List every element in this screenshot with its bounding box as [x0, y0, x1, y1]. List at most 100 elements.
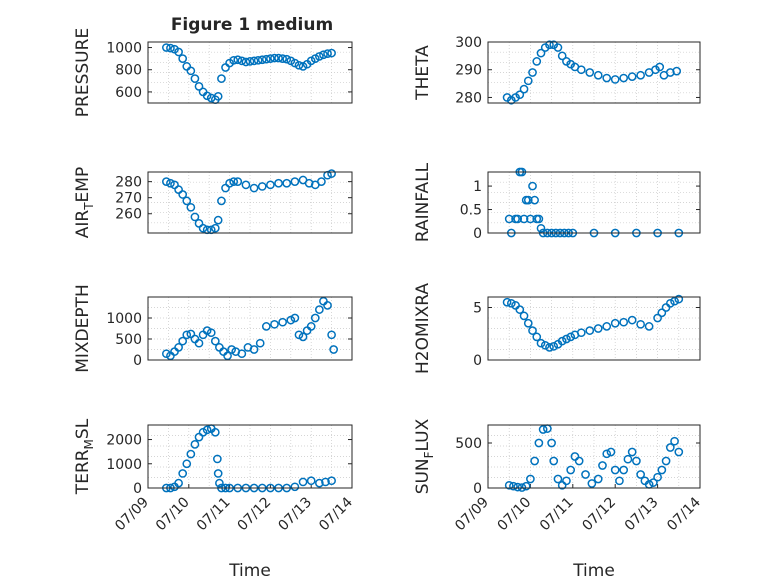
data-point — [215, 478, 224, 488]
data-point — [566, 465, 576, 475]
data-point — [182, 459, 192, 469]
y-axis-label-main: RAINFALL — [413, 162, 433, 242]
data-point — [655, 62, 665, 72]
y-tick-label: 0 — [473, 226, 482, 242]
data-point — [506, 298, 516, 308]
subplot-2: 280 290 300 THETA — [413, 35, 701, 106]
data-point — [593, 474, 603, 484]
data-point — [210, 223, 220, 233]
data-point — [245, 57, 255, 66]
y-tick-label: 2000 — [106, 433, 142, 449]
data-point — [290, 313, 300, 323]
data-point — [627, 315, 637, 325]
data-point — [319, 50, 328, 60]
data-point — [553, 43, 563, 52]
data-point — [562, 334, 571, 344]
data-point — [536, 338, 546, 348]
y-axis-label: MIXDEPTH — [73, 284, 93, 373]
data-point — [549, 342, 559, 351]
data-point — [576, 65, 586, 75]
y-axis-label-subscript: T — [82, 202, 96, 211]
data-point — [526, 474, 535, 484]
data-point — [526, 214, 535, 224]
data-point — [190, 212, 200, 222]
data-point — [270, 53, 279, 63]
data-point — [670, 436, 679, 446]
data-point — [257, 55, 267, 65]
data-point — [315, 305, 324, 314]
data-point — [521, 481, 531, 491]
data-point — [619, 73, 629, 83]
data-point — [557, 51, 567, 61]
data-point — [282, 178, 292, 188]
y-axis-label-main: MIXDEPTH — [73, 284, 93, 373]
data-point — [233, 177, 243, 186]
data-point — [206, 328, 216, 338]
y-axis-label: H2OMIXRA — [413, 283, 433, 374]
y-tick-label: 0 — [473, 481, 482, 497]
axes-frame — [147, 296, 353, 361]
data-point — [519, 311, 529, 321]
data-point — [545, 40, 554, 50]
data-point — [266, 54, 275, 63]
data-point — [515, 90, 525, 100]
y-tick-label: 0 — [133, 353, 142, 369]
data-point — [519, 214, 529, 224]
y-axis-label: THETA — [413, 45, 433, 101]
data-point — [210, 336, 220, 346]
data-point — [327, 330, 336, 340]
data-point — [536, 223, 546, 233]
data-point — [274, 53, 283, 63]
data-point — [593, 70, 603, 80]
y-axis-label-main: PRESSURE — [73, 28, 93, 117]
data-point — [329, 345, 338, 354]
x-axis-label: Time — [572, 561, 615, 581]
data-point — [576, 328, 586, 338]
data-point — [627, 72, 637, 82]
data-point — [566, 332, 576, 342]
data-point — [606, 447, 616, 457]
axes-frame — [487, 296, 701, 361]
y-tick-label: 1000 — [106, 41, 142, 57]
data-point — [241, 57, 251, 67]
data-point — [229, 55, 239, 65]
data-point — [657, 465, 667, 475]
data-point — [290, 482, 300, 492]
y-tick-label: 0 — [473, 353, 482, 369]
data-point — [225, 178, 234, 188]
data-point — [257, 182, 267, 191]
data-point — [237, 56, 247, 66]
data-point — [528, 68, 537, 77]
data-point — [241, 180, 251, 190]
axes-frame — [487, 171, 701, 234]
data-point — [294, 60, 304, 70]
data-point — [306, 322, 316, 331]
data-point — [545, 343, 554, 352]
data-point — [162, 177, 171, 186]
data-point — [310, 313, 320, 323]
data-point — [198, 223, 208, 233]
data-point — [261, 322, 271, 331]
data-point — [174, 478, 183, 488]
y-axis-label-suffix: LUX — [413, 418, 433, 451]
y-axis-label: TERRMSL — [73, 418, 96, 495]
data-point — [509, 481, 518, 491]
y-tick-label: 500 — [115, 332, 142, 348]
data-point — [513, 482, 523, 492]
data-point — [217, 74, 226, 83]
data-point — [194, 338, 204, 348]
data-point — [178, 469, 188, 478]
data-point — [504, 480, 514, 490]
data-point — [290, 177, 300, 186]
data-point — [670, 296, 679, 306]
y-tick-label: 270 — [115, 191, 142, 207]
data-point — [210, 427, 220, 437]
data-point — [174, 47, 183, 57]
data-point — [178, 54, 188, 63]
data-point — [274, 178, 283, 188]
data-point — [213, 454, 222, 464]
data-point — [315, 478, 324, 488]
data-point — [306, 476, 316, 486]
data-point — [636, 319, 645, 329]
data-point — [623, 454, 633, 464]
